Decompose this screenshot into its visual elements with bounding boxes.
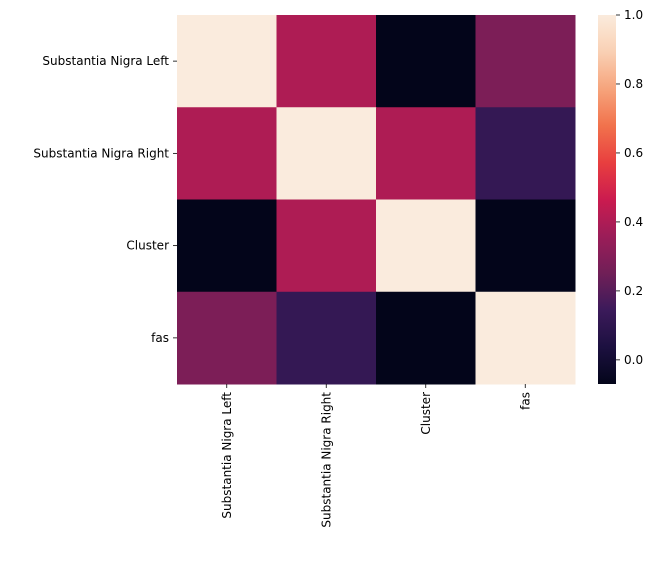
colorbar-tick-label: 0.2 [624,284,643,298]
colorbar-tick-label: 0.8 [624,77,643,91]
row-label: fas [151,331,169,345]
heatmap-cell [376,15,476,108]
heatmap-cell [376,107,476,200]
column-labels: Substantia Nigra Left Substantia Nigra Ri… [220,384,532,528]
heatmap-cell [177,291,277,385]
column-label: Cluster [419,392,433,435]
heatmap-cell [276,291,377,385]
heatmap-cell [177,199,277,293]
colorbar-gradient [598,15,616,384]
row-label: Substantia Nigra Right [33,146,169,160]
heatmap-cell [177,107,277,200]
column-label: Substantia Nigra Left [220,392,234,519]
colorbar-tick-label: 1.0 [624,8,643,22]
colorbar-tick-label: 0.4 [624,215,643,229]
row-label: Cluster [126,239,169,253]
colorbar-tick-label: 0.0 [624,353,643,367]
row-label: Substantia Nigra Left [42,54,169,68]
heatmap-cell [475,15,576,108]
column-label: fas [518,392,532,410]
heatmap-cell [475,107,576,200]
colorbar-tick-label: 0.6 [624,146,643,160]
column-label: Substantia Nigra Right [319,392,333,528]
heatmap-cell [475,199,576,293]
heatmap-cell [376,291,476,385]
heatmap-cell [177,15,277,108]
heatmap-cell [376,199,476,293]
heatmap-cell [276,15,377,108]
heatmap-cell [276,199,377,293]
heatmap-cells [177,15,576,385]
heatmap-cell [475,291,576,385]
colorbar: 0.0 0.2 0.4 0.6 0.8 1.0 [598,8,643,384]
row-labels: Substantia Nigra Left Substantia Nigra Ri… [33,54,177,345]
heatmap-cell [276,107,377,200]
